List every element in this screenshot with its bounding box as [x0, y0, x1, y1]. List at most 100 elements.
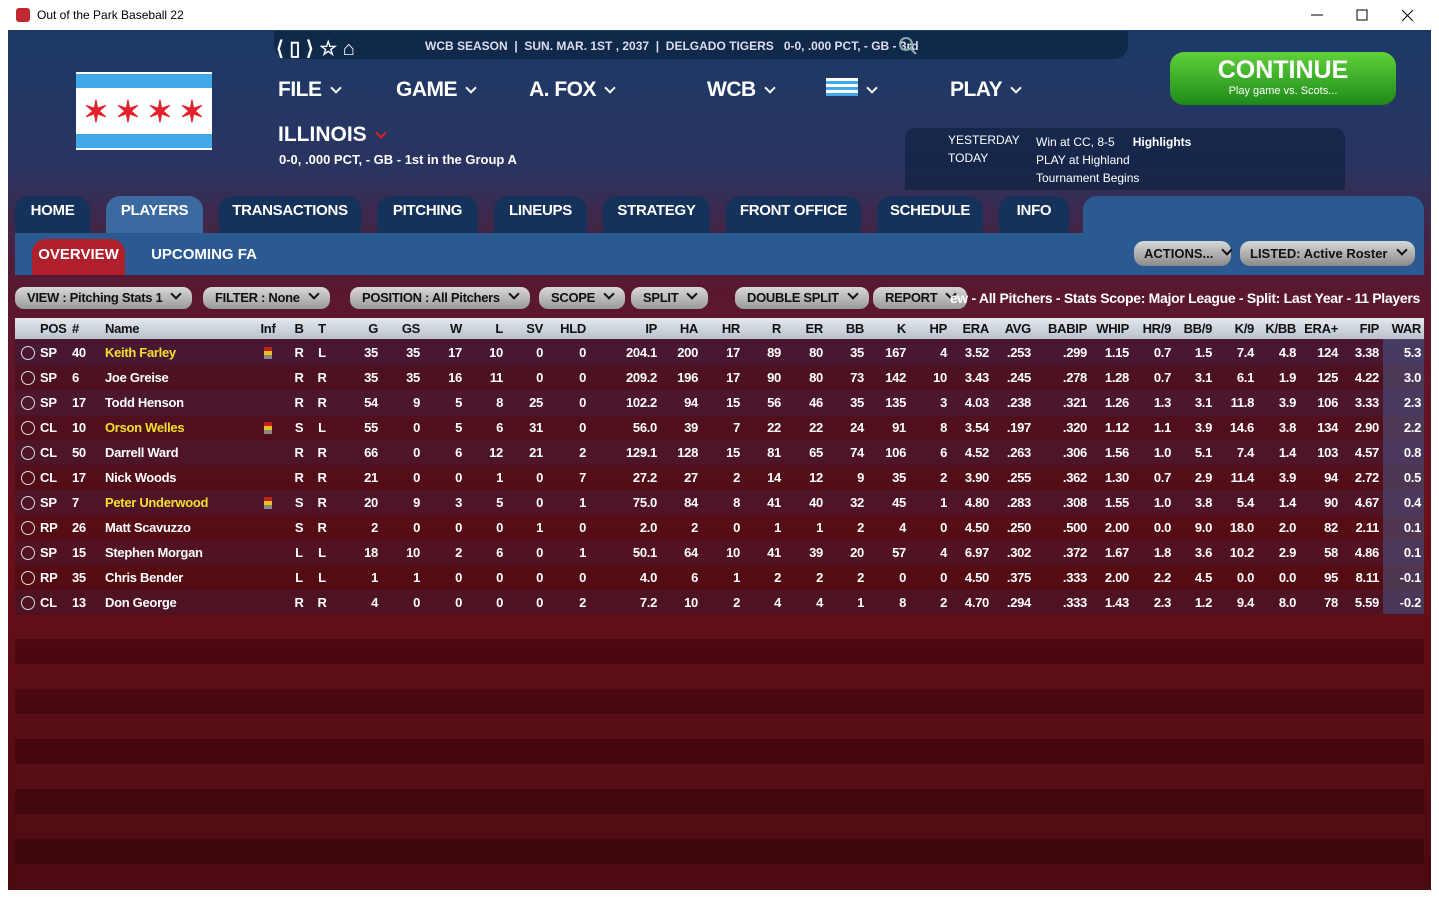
svg-text:✶: ✶ — [83, 96, 108, 129]
season: WCB SEASON — [425, 39, 508, 53]
menu-item[interactable]: A. FOX — [529, 78, 616, 102]
column-header[interactable]: G — [368, 321, 378, 336]
row-bg[interactable] — [15, 465, 1424, 490]
tab[interactable]: HOME — [15, 196, 90, 233]
player-name[interactable]: Todd Henson — [105, 395, 184, 410]
row-bg[interactable] — [15, 590, 1424, 615]
column-header[interactable]: HR — [721, 321, 740, 336]
column-header[interactable]: Name — [105, 321, 140, 336]
column-header[interactable]: AVG — [1004, 321, 1032, 336]
row-bg[interactable] — [15, 415, 1424, 440]
row-bg[interactable] — [15, 515, 1424, 540]
row-radio[interactable] — [21, 446, 35, 460]
flag-menu[interactable] — [826, 78, 878, 102]
player-name[interactable]: Matt Scavuzzo — [105, 520, 191, 535]
player-name[interactable]: Chris Bender — [105, 570, 184, 585]
player-name[interactable]: Don George — [105, 595, 177, 610]
tab[interactable]: FRONT OFFICE — [726, 196, 861, 233]
column-header[interactable]: HLD — [560, 321, 586, 336]
tab[interactable]: STRATEGY — [603, 196, 710, 233]
row-radio[interactable] — [21, 596, 35, 610]
row-radio[interactable] — [21, 546, 35, 560]
column-header[interactable]: WAR — [1391, 321, 1422, 336]
action-dropdown[interactable]: ACTIONS... — [1134, 241, 1234, 266]
row-radio[interactable] — [21, 571, 35, 585]
row-bg[interactable] — [15, 390, 1424, 415]
row-bg[interactable] — [15, 540, 1424, 565]
tab[interactable]: PITCHING — [377, 196, 478, 233]
player-name[interactable]: Nick Woods — [105, 470, 177, 485]
subtab[interactable]: OVERVIEW — [32, 239, 125, 275]
player-name[interactable]: Joe Greise — [105, 370, 169, 385]
row-bg[interactable] — [15, 490, 1424, 515]
column-header[interactable]: GS — [401, 321, 420, 336]
menu-item[interactable]: FILE — [278, 78, 342, 102]
row-radio[interactable] — [21, 471, 35, 485]
row-radio[interactable] — [21, 421, 35, 435]
window-controls[interactable] — [1305, 8, 1425, 22]
filter-dropdown[interactable]: REPORT — [873, 287, 968, 309]
row-bg[interactable] — [15, 340, 1424, 365]
column-header[interactable]: K/BB — [1265, 321, 1296, 336]
row-radio[interactable] — [21, 371, 35, 385]
column-header[interactable]: K — [896, 321, 906, 336]
continue-button[interactable]: CONTINUE Play game vs. Scots... — [1170, 52, 1396, 105]
column-header[interactable]: IP — [645, 321, 657, 336]
filter-dropdown[interactable]: POSITION : All Pitchers — [350, 287, 530, 309]
column-header[interactable]: HA — [679, 321, 698, 336]
filter-dropdown[interactable]: SCOPE — [539, 287, 626, 309]
column-header[interactable]: WHIP — [1096, 321, 1129, 336]
player-name[interactable]: Orson Welles — [105, 420, 185, 435]
column-header[interactable]: HP — [929, 321, 948, 336]
filter-label: VIEW : Pitching Stats 1 — [27, 290, 163, 305]
tab[interactable]: SCHEDULE — [877, 196, 983, 233]
row-radio[interactable] — [21, 396, 35, 410]
stat-cell: 3 — [455, 495, 462, 510]
tab[interactable]: TRANSACTIONS — [219, 196, 361, 233]
menu-item[interactable]: GAME — [396, 78, 477, 102]
player-name[interactable]: Peter Underwood — [105, 495, 209, 510]
column-header[interactable]: BB — [845, 321, 864, 336]
column-header[interactable]: BABIP — [1048, 321, 1087, 336]
row-radio[interactable] — [21, 521, 35, 535]
column-header[interactable]: ERA+ — [1304, 321, 1338, 336]
filter-dropdown[interactable]: FILTER : None — [203, 287, 330, 309]
player-name[interactable]: Keith Farley — [105, 345, 176, 360]
filter-dropdown[interactable]: SPLIT — [631, 287, 709, 309]
column-header[interactable]: SV — [526, 321, 543, 336]
row-bg[interactable] — [15, 365, 1424, 390]
row-bg[interactable] — [15, 565, 1424, 590]
nav-icons[interactable]: ⟨ ▯ ⟩ ☆ ⌂ — [276, 38, 355, 60]
column-header[interactable]: T — [318, 321, 326, 336]
menu-item[interactable]: WCB — [707, 78, 776, 102]
action-dropdown[interactable]: LISTED: Active Roster — [1240, 241, 1415, 266]
column-header[interactable]: # — [72, 321, 79, 336]
column-header[interactable]: ERA — [962, 321, 989, 336]
column-header[interactable]: K/9 — [1234, 321, 1255, 336]
tab[interactable]: INFO — [999, 196, 1069, 233]
column-header[interactable]: FIP — [1359, 321, 1380, 336]
column-header[interactable]: BB/9 — [1183, 321, 1213, 336]
menu-item[interactable]: PLAY — [950, 78, 1022, 102]
column-header[interactable]: ER — [805, 321, 824, 336]
player-name[interactable]: Darrell Ward — [105, 445, 179, 460]
row-bg[interactable] — [15, 440, 1424, 465]
column-header[interactable]: HR/9 — [1142, 321, 1172, 336]
player-name[interactable]: Stephen Morgan — [105, 545, 203, 560]
row-radio[interactable] — [21, 496, 35, 510]
column-header[interactable]: R — [771, 321, 781, 336]
column-header[interactable]: W — [450, 321, 462, 336]
news-text[interactable]: Highlights — [1132, 135, 1192, 149]
filter-dropdown[interactable]: VIEW : Pitching Stats 1 — [15, 287, 193, 309]
column-header[interactable]: L — [495, 321, 503, 336]
tab[interactable]: PLAYERS — [106, 196, 203, 233]
subtab[interactable]: UPCOMING FA — [151, 246, 257, 263]
row-radio[interactable] — [21, 346, 35, 360]
stat-cell: 4 — [940, 345, 947, 360]
column-header[interactable]: B — [294, 321, 304, 336]
column-header[interactable]: Inf — [260, 321, 276, 336]
column-header[interactable]: POS — [40, 321, 67, 336]
tab[interactable]: LINEUPS — [494, 196, 587, 233]
search-icon[interactable] — [898, 36, 918, 56]
filter-dropdown[interactable]: DOUBLE SPLIT — [735, 287, 869, 309]
